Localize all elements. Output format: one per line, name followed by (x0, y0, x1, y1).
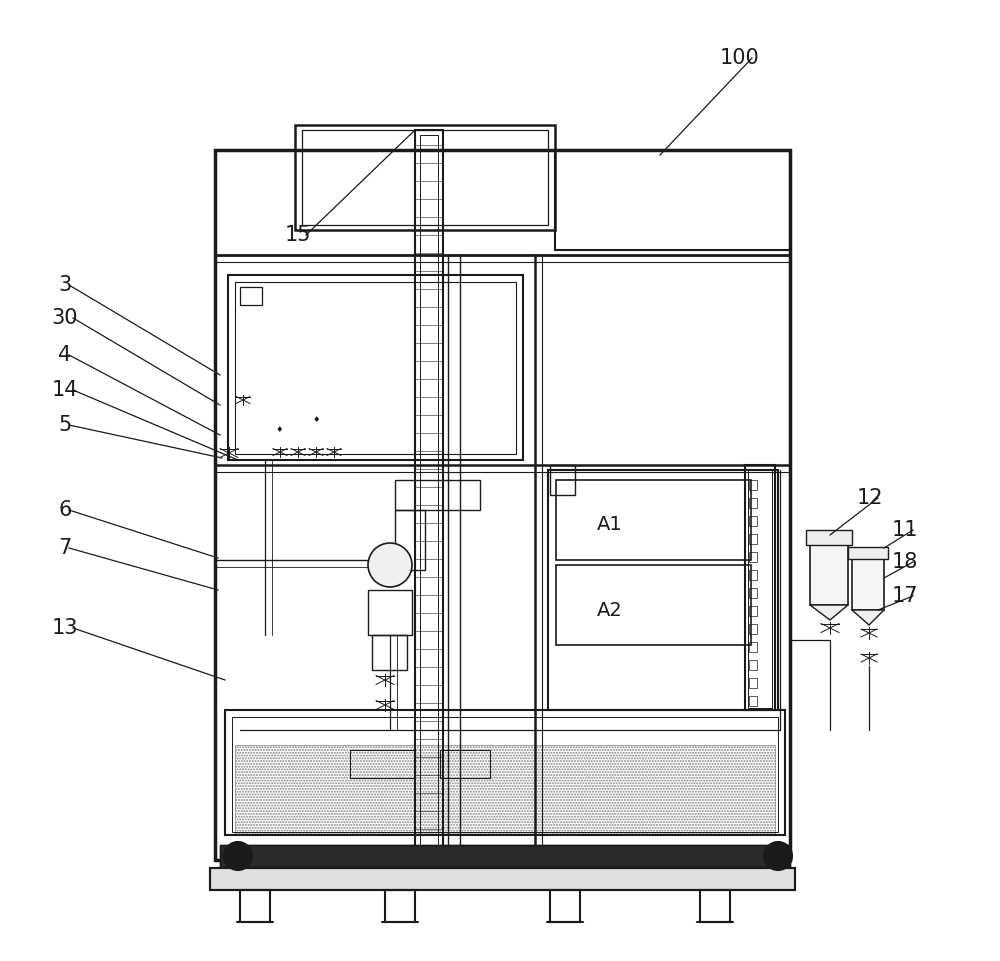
Bar (225, 710, 785, 835)
Text: 4: 4 (58, 345, 72, 365)
Text: 100: 100 (720, 48, 760, 68)
Bar (220, 845, 790, 867)
Bar (748, 470, 772, 708)
Bar (240, 890, 270, 922)
Bar (749, 678, 757, 688)
Bar (749, 570, 757, 580)
Bar (210, 868, 795, 890)
Text: A1: A1 (597, 515, 623, 534)
Text: 15: 15 (285, 225, 311, 245)
Bar (749, 624, 757, 634)
Bar (295, 125, 555, 230)
Bar (550, 890, 580, 922)
Bar (350, 750, 415, 778)
Bar (810, 540, 848, 605)
Text: 11: 11 (892, 520, 918, 540)
Bar (228, 275, 523, 460)
Text: ♦: ♦ (275, 426, 283, 434)
Bar (749, 588, 757, 598)
Bar (749, 606, 757, 616)
Bar (235, 745, 775, 835)
Bar (745, 465, 775, 710)
Bar (848, 547, 888, 559)
Bar (415, 130, 443, 850)
Bar (448, 255, 460, 855)
Bar (235, 282, 516, 454)
Bar (749, 534, 757, 544)
Text: 13: 13 (52, 618, 78, 638)
Bar (749, 642, 757, 652)
Text: A2: A2 (597, 601, 623, 620)
Circle shape (368, 543, 412, 587)
Bar (852, 555, 884, 610)
Bar (556, 480, 751, 560)
Bar (302, 130, 548, 225)
Circle shape (764, 842, 792, 870)
Bar (420, 135, 438, 845)
Bar (220, 845, 790, 867)
Text: 5: 5 (58, 415, 72, 435)
Bar (556, 565, 751, 645)
Text: 14: 14 (52, 380, 78, 400)
Bar (749, 696, 757, 706)
Polygon shape (810, 605, 848, 620)
Bar (232, 717, 778, 832)
Text: ♦: ♦ (312, 415, 320, 425)
Bar (555, 150, 790, 250)
Text: 18: 18 (892, 552, 918, 572)
Bar (749, 552, 757, 562)
Text: 3: 3 (58, 275, 72, 295)
Text: 6: 6 (58, 500, 72, 520)
Bar (368, 590, 412, 635)
Bar (548, 470, 778, 710)
Bar (395, 510, 425, 570)
Circle shape (224, 842, 252, 870)
Bar (440, 750, 490, 778)
Bar (372, 635, 407, 670)
Text: 17: 17 (892, 586, 918, 606)
Bar (210, 868, 795, 890)
Bar (749, 498, 757, 508)
Bar (385, 890, 415, 922)
Bar (215, 150, 790, 860)
Text: 30: 30 (52, 308, 78, 328)
Text: 7: 7 (58, 538, 72, 558)
Bar (395, 480, 480, 510)
Bar (550, 465, 575, 495)
Bar (806, 530, 852, 545)
Bar (749, 516, 757, 526)
Bar (700, 890, 730, 922)
Polygon shape (852, 610, 884, 625)
Bar (749, 660, 757, 670)
Text: 12: 12 (857, 488, 883, 508)
Bar (749, 480, 757, 490)
Bar (240, 287, 262, 305)
